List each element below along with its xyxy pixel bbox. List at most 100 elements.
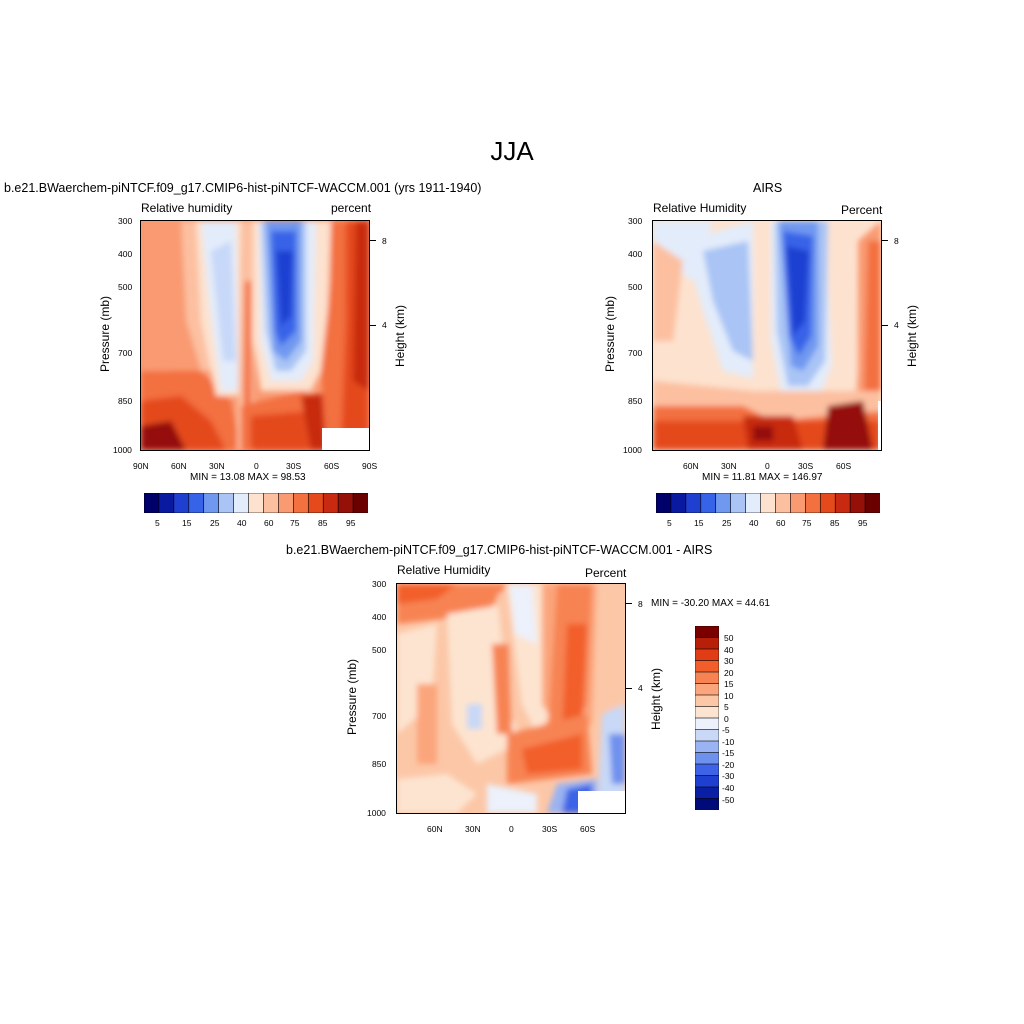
panel3-xtick: 30N xyxy=(465,824,481,834)
panel2-contour-fill xyxy=(653,221,881,450)
colorbar-swatch xyxy=(248,493,265,513)
panel2-colorbar-label: 95 xyxy=(858,518,868,528)
colorbar-swatch xyxy=(775,493,792,513)
panel3-height-tickmark xyxy=(626,688,632,689)
colorbar-swatch xyxy=(695,775,719,788)
panel1-xtick: 0 xyxy=(254,461,259,471)
colorbar-swatch xyxy=(790,493,806,513)
panel3-xtick: 60S xyxy=(580,824,596,834)
colorbar-swatch xyxy=(695,671,719,685)
colorbar-swatch xyxy=(819,493,836,513)
panel1-ytick: 1000 xyxy=(113,445,132,455)
panel1-xtick: 90S xyxy=(362,461,378,471)
colorbar-swatch xyxy=(695,752,719,765)
panel3-variable-label: Relative Humidity xyxy=(397,563,491,577)
panel2-height-tickmark xyxy=(882,325,888,326)
colorbar-swatch xyxy=(849,493,866,513)
colorbar-swatch xyxy=(322,493,339,513)
panel1-height-axis-label: Height (km) xyxy=(393,305,407,368)
panel3-title: b.e21.BWaerchem-piNTCF.f09_g17.CMIP6-his… xyxy=(286,543,713,557)
panel1-colorbar-label: 95 xyxy=(346,518,356,528)
panel3-colorbar-label: -10 xyxy=(722,737,735,747)
colorbar-swatch xyxy=(695,729,719,742)
panel1-colorbar-label: 25 xyxy=(210,518,220,528)
panel2-xtick: 60N xyxy=(683,461,699,471)
colorbar-swatch xyxy=(695,786,719,800)
panel2-height-axis-label: Height (km) xyxy=(905,305,919,368)
panel1-y-axis-label: Pressure (mb) xyxy=(98,296,112,373)
panel1-height-tickmark xyxy=(370,325,376,326)
panel3-colorbar-label: -15 xyxy=(722,748,735,758)
panel1-xtick: 30S xyxy=(286,461,302,471)
panel3-colorbar-label: 5 xyxy=(724,702,729,712)
colorbar-swatch xyxy=(695,798,719,810)
panel3-minmax: MIN = -30.20 MAX = 44.61 xyxy=(651,598,770,609)
panel2-height-tickmark xyxy=(882,240,888,241)
panel3-y-axis-label: Pressure (mb) xyxy=(345,659,359,736)
panel1-xtick: 60N xyxy=(171,461,187,471)
colorbar-swatch xyxy=(715,493,732,513)
colorbar-swatch xyxy=(307,493,324,513)
colorbar-swatch xyxy=(695,740,719,754)
colorbar-swatch xyxy=(203,493,220,513)
colorbar-swatch xyxy=(188,493,205,513)
panel3-colorbar-label: -5 xyxy=(722,725,730,735)
colorbar-swatch xyxy=(700,493,717,513)
panel1-colorbar-swatches xyxy=(144,493,368,513)
colorbar-swatch xyxy=(745,493,762,513)
panel1-colorbar-label: 15 xyxy=(182,518,192,528)
panel3-colorbar-label: -30 xyxy=(722,771,735,781)
panel1-colorbar-label: 40 xyxy=(237,518,247,528)
panel1-colorbar xyxy=(144,493,368,513)
panel2-xtick: 30S xyxy=(798,461,814,471)
panel2-height-tick: 8 xyxy=(894,236,899,246)
panel1-xtick: 90N xyxy=(133,461,149,471)
panel2-ytick: 400 xyxy=(628,249,643,259)
panel1-title: b.e21.BWaerchem-piNTCF.f09_g17.CMIP6-his… xyxy=(4,181,482,195)
panel1-ytick: 400 xyxy=(118,249,133,259)
colorbar-swatch xyxy=(695,683,719,696)
panel3-ytick: 850 xyxy=(372,759,387,769)
panel2-colorbar-label: 25 xyxy=(722,518,732,528)
panel3-xtick: 60N xyxy=(427,824,443,834)
panel3-units-label: Percent xyxy=(585,566,627,580)
panel1-height-tick: 4 xyxy=(382,320,387,330)
panel3-colorbar-label: -20 xyxy=(722,760,735,770)
panel2-ytick: 1000 xyxy=(623,445,642,455)
colorbar-swatch xyxy=(730,493,747,513)
panel2-title: AIRS xyxy=(753,181,783,195)
colorbar-swatch xyxy=(293,493,309,513)
panel3-xtick: 30S xyxy=(542,824,558,834)
panel2-colorbar-label: 60 xyxy=(776,518,786,528)
panel1-contour-fill xyxy=(141,221,369,450)
panel2-colorbar-label: 5 xyxy=(667,518,672,528)
panel2-y-axis-label: Pressure (mb) xyxy=(603,296,617,373)
panel3-ytick: 1000 xyxy=(367,808,386,818)
colorbar-swatch xyxy=(695,694,719,708)
panel3-contour-fill xyxy=(397,584,625,813)
panel3-ytick: 400 xyxy=(372,612,387,622)
panel2-xtick: 60S xyxy=(836,461,852,471)
colorbar-swatch xyxy=(695,626,719,639)
panel1-ytick: 500 xyxy=(118,282,133,292)
colorbar-swatch xyxy=(670,493,687,513)
panel2-colorbar-label: 15 xyxy=(694,518,704,528)
panel3-colorbar-label: -50 xyxy=(722,795,735,805)
panel3-colorbar-label: 15 xyxy=(724,679,734,689)
panel2-colorbar xyxy=(656,493,880,513)
figure-title: JJA xyxy=(490,136,534,166)
panel3-height-axis-label: Height (km) xyxy=(649,668,663,731)
colorbar-swatch xyxy=(695,706,719,719)
panel3-contour-plot xyxy=(396,583,626,814)
panel3-colorbar-label: 30 xyxy=(724,656,734,666)
panel3-ytick: 300 xyxy=(372,579,387,589)
panel3-colorbar-label: 50 xyxy=(724,633,734,643)
panel3-colorbar-label: 20 xyxy=(724,668,734,678)
colorbar-swatch xyxy=(834,493,851,513)
panel3-colorbar-label: 0 xyxy=(724,714,729,724)
panel3-colorbar-label: 10 xyxy=(724,691,734,701)
panel3-height-tick: 8 xyxy=(638,599,643,609)
panel1-height-tickmark xyxy=(370,240,376,241)
panel2-colorbar-label: 85 xyxy=(830,518,840,528)
panel2-variable-label: Relative Humidity xyxy=(653,201,747,215)
